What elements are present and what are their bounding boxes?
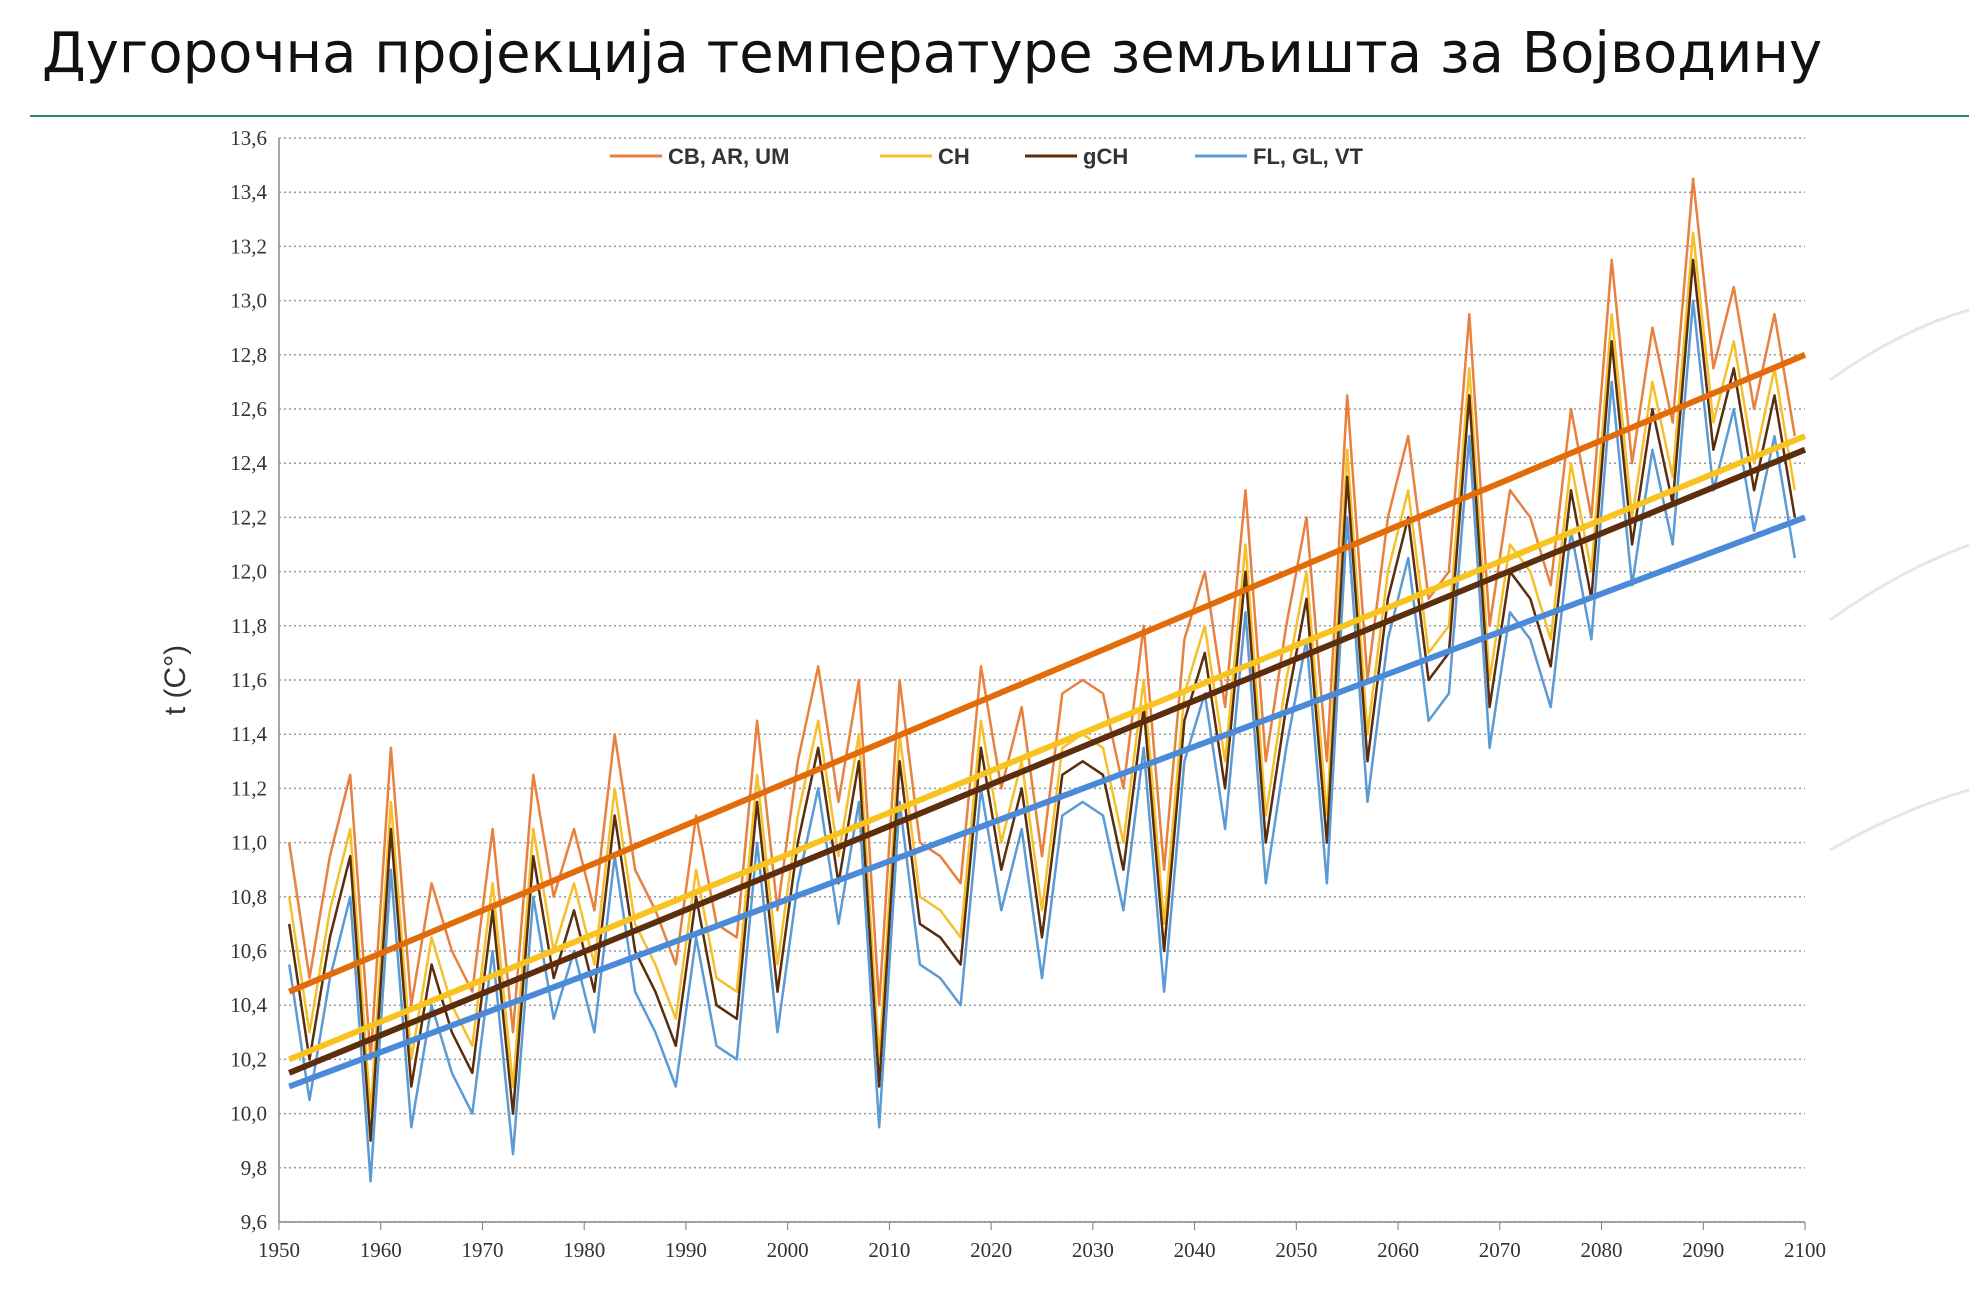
y-tick-label: 11,6 xyxy=(231,668,267,692)
series-line xyxy=(287,299,1797,1183)
y-tick-label: 10,0 xyxy=(230,1102,267,1126)
x-tick-label: 2060 xyxy=(1377,1238,1419,1262)
x-tick-label: 1990 xyxy=(665,1238,707,1262)
y-tick-label: 10,4 xyxy=(230,993,267,1017)
y-tick-label: 12,0 xyxy=(230,560,267,584)
y-tick-label: 9,8 xyxy=(241,1156,267,1180)
trend-line xyxy=(288,433,1807,1063)
x-tick-label: 1970 xyxy=(461,1238,503,1262)
y-tick-label: 11,2 xyxy=(231,776,267,800)
y-tick-label: 11,8 xyxy=(231,614,267,638)
x-tick-label: 2080 xyxy=(1581,1238,1623,1262)
y-tick-label: 12,4 xyxy=(230,451,267,475)
trend-line xyxy=(288,352,1807,995)
legend-label: CH xyxy=(938,144,970,169)
slide-title: Дугорочна пројекција температуре земљишт… xyxy=(42,21,1822,86)
x-tick-label: 2090 xyxy=(1682,1238,1724,1262)
series-line xyxy=(287,177,1797,1061)
y-tick-label: 13,0 xyxy=(230,289,267,313)
y-tick-label: 13,4 xyxy=(230,180,267,204)
x-tick-label: 1950 xyxy=(258,1238,300,1262)
trend-line xyxy=(288,514,1807,1090)
legend-label: FL, GL, VT xyxy=(1253,144,1364,169)
x-tick-label: 2020 xyxy=(970,1238,1012,1262)
x-tick-label: 2100 xyxy=(1784,1238,1826,1262)
y-tick-label: 11,0 xyxy=(231,831,267,855)
x-tick-label: 1960 xyxy=(360,1238,402,1262)
legend-label: CB, AR, UM xyxy=(668,144,789,169)
x-tick-label: 2030 xyxy=(1072,1238,1114,1262)
trend-line xyxy=(288,446,1807,1076)
x-tick-label: 2000 xyxy=(767,1238,809,1262)
y-tick-label: 12,8 xyxy=(230,343,267,367)
y-tick-label: 13,2 xyxy=(230,234,267,258)
y-tick-label: 12,2 xyxy=(230,505,267,529)
x-tick-label: 2010 xyxy=(868,1238,910,1262)
y-tick-label: 13,6 xyxy=(230,126,267,150)
y-tick-label: 10,6 xyxy=(230,939,267,963)
y-axis-label: t (C°) xyxy=(159,645,192,715)
series-line xyxy=(287,258,1797,1142)
y-tick-label: 12,6 xyxy=(230,397,267,421)
x-tick-label: 2050 xyxy=(1275,1238,1317,1262)
y-tick-label: 11,4 xyxy=(231,722,267,746)
x-tick-label: 1980 xyxy=(563,1238,605,1262)
y-tick-label: 10,2 xyxy=(230,1047,267,1071)
x-tick-label: 2070 xyxy=(1479,1238,1521,1262)
decoration xyxy=(1829,308,1969,852)
y-tick-label: 9,6 xyxy=(241,1210,267,1234)
y-tick-label: 10,8 xyxy=(230,885,267,909)
x-tick-label: 2040 xyxy=(1174,1238,1216,1262)
legend-label: gCH xyxy=(1083,144,1128,169)
